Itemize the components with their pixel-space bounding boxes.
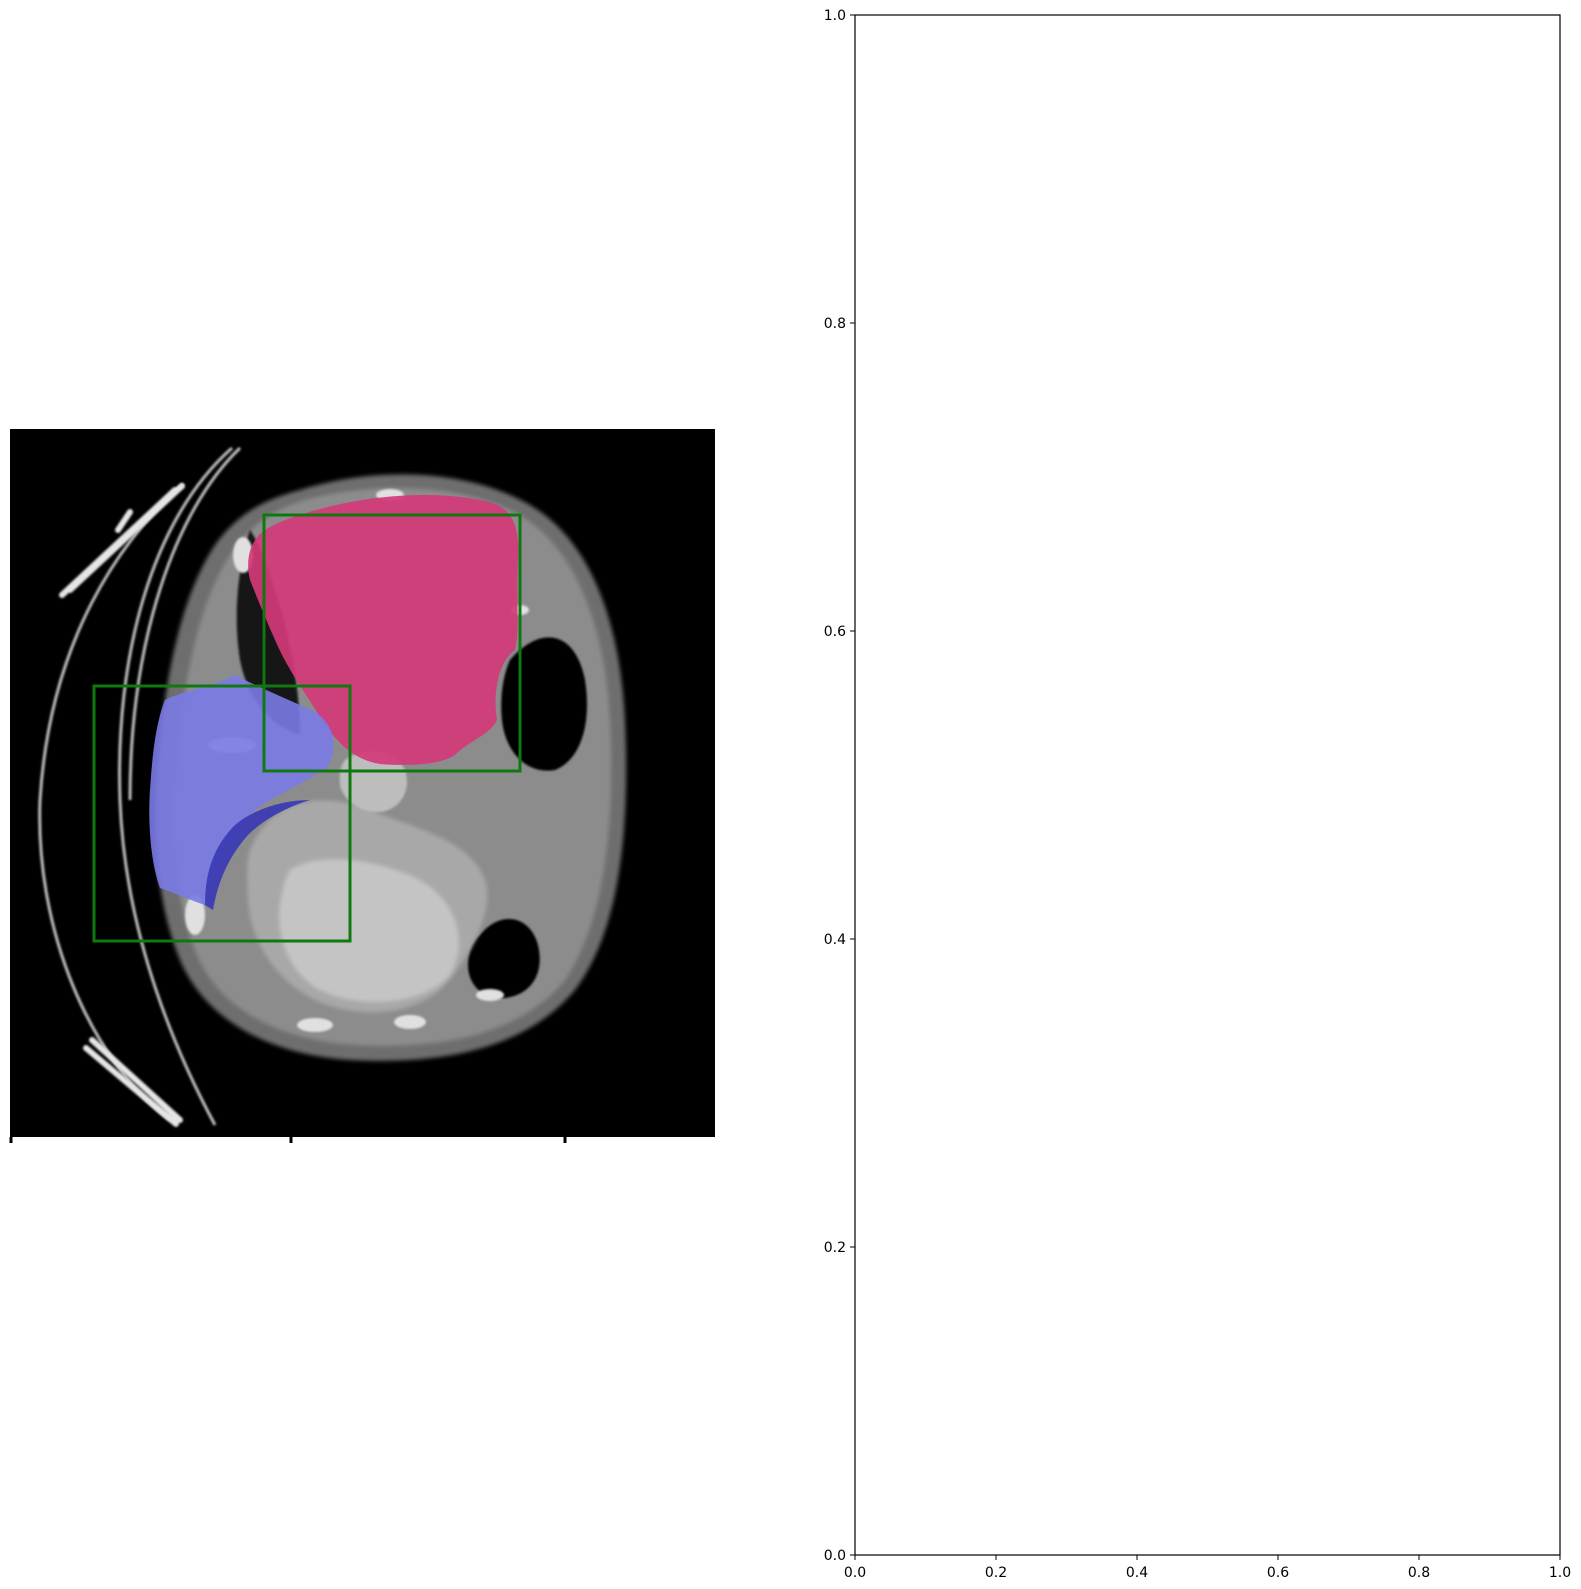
pink-mask: [248, 495, 519, 765]
x-tick-label: 1.0: [1549, 1565, 1571, 1581]
x-tick-label: 0.2: [985, 1565, 1007, 1581]
blue-mask: [149, 675, 334, 905]
scanner-table: [38, 446, 242, 1126]
left-axis-ticks: [9, 1137, 567, 1143]
y-tick-label: 1.0: [824, 8, 846, 24]
right-axes: 0.0 0.2 0.4 0.6 0.8 1.0 0.0 0.2 0.4 0.6 0.8 1.0: [824, 8, 1571, 1581]
y-tick-label: 0.2: [824, 1240, 846, 1256]
blue-mask-dark: [205, 800, 310, 910]
table-straps: [59, 483, 185, 1127]
right-air-pocket: [501, 637, 587, 771]
bbox-blue: [92, 684, 352, 943]
axes-frame: [854, 14, 1561, 1556]
bbox-pink: [262, 513, 522, 773]
stomach-contents: [279, 859, 459, 1002]
y-tick-label: 0.6: [824, 624, 846, 640]
ct-image-panel: [10, 429, 715, 1137]
x-tick-label: 0.4: [1126, 1565, 1148, 1581]
x-tick-label: 0.8: [1408, 1565, 1430, 1581]
y-tick-label: 0.8: [824, 316, 846, 332]
y-tick-label: 0.0: [824, 1548, 846, 1564]
x-tick-label: 0.0: [844, 1565, 866, 1581]
lower-air-pocket: [468, 918, 540, 999]
x-tick-label: 0.6: [1267, 1565, 1289, 1581]
y-tick-label: 0.4: [824, 932, 846, 948]
spine: [339, 750, 408, 813]
